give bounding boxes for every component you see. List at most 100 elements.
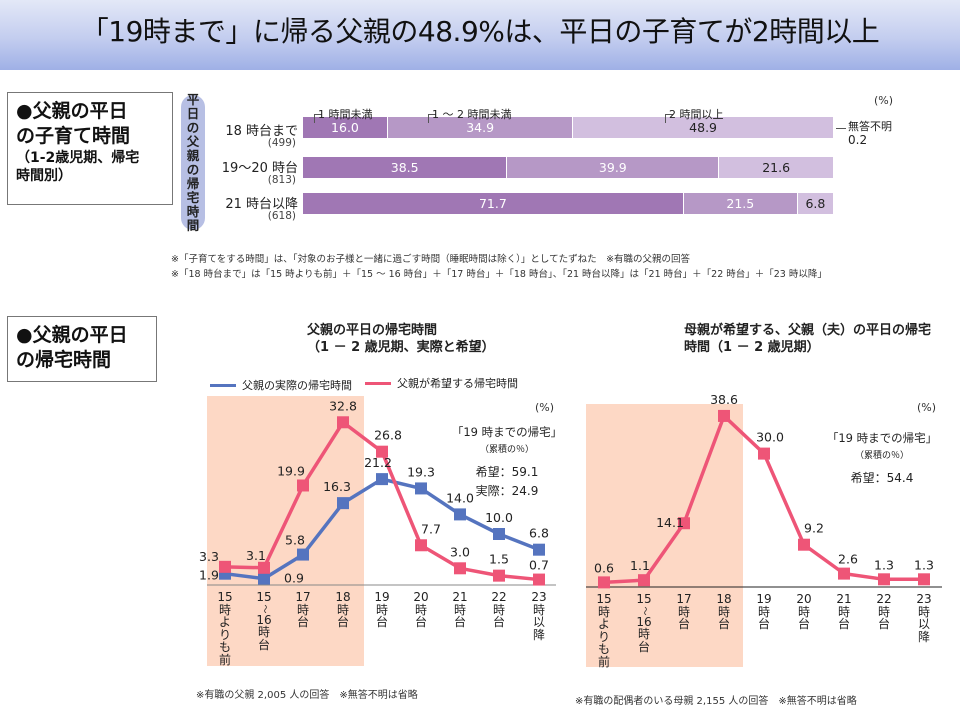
- x-tick-label-part: 台: [257, 637, 270, 652]
- x-tick-label-part: 台: [757, 617, 770, 631]
- x-tick-label-part: 22: [491, 590, 507, 604]
- x-tick-label-part: 16: [636, 614, 652, 629]
- x-tick-label-part: 前: [597, 654, 610, 669]
- x-tick-label: 17 時台: [674, 593, 694, 631]
- x-tick-label-part: 時: [597, 604, 610, 619]
- x-tick-label-part: 23: [916, 592, 932, 606]
- legend-actual: 父親の実際の帰宅時間: [210, 377, 352, 393]
- section1-heading-line3: （1-2歳児期、帰宅: [16, 150, 140, 166]
- x-tick-label-part: 時: [717, 604, 730, 619]
- bar-legend-3: 2 時間以上: [669, 108, 724, 121]
- data-label: 2.6: [838, 552, 858, 567]
- bar-legend-1: 1 時間未満: [318, 108, 373, 121]
- x-tick-label-part: 台: [837, 617, 850, 631]
- x-tick-label: 23 時以降: [529, 591, 549, 641]
- data-label: 1.3: [874, 557, 894, 572]
- x-tick-label-part: 16: [256, 612, 272, 627]
- x-tick-label-part: も: [218, 640, 231, 654]
- bar-legend-tick: [428, 114, 436, 123]
- bar-segment: 21.5: [683, 193, 798, 214]
- legend-desired-label: 父親が希望する帰宅時間: [397, 377, 518, 390]
- right-cumulative-desired: 希望：54.4: [850, 471, 914, 485]
- vertical-label-char: 時: [186, 203, 200, 219]
- data-label: 1.3: [914, 557, 934, 572]
- x-tick-label-part: ～: [639, 605, 649, 615]
- data-label: 0.9: [284, 571, 304, 586]
- left-cumulative-sub: （累積の％）: [479, 445, 534, 455]
- data-point-marker: [838, 567, 850, 580]
- right-footer-note: ※有職の配偶者のいる母親 2,155 人の回答 ※無答不明は省略: [575, 696, 857, 707]
- data-point-marker: [598, 576, 610, 589]
- data-point-marker: [798, 538, 810, 551]
- x-tick-label: 19 時台: [372, 591, 392, 629]
- x-tick-label: 15 ～ 16 時台: [254, 591, 274, 651]
- x-tick-label-part: 20: [413, 590, 429, 604]
- data-label: 14.0: [446, 490, 474, 505]
- x-tick-label-part: 台: [296, 615, 309, 629]
- legend-actual-label: 父親の実際の帰宅時間: [242, 379, 352, 392]
- x-tick-label: 20 時台: [794, 593, 814, 631]
- right-chart-title-line2: 時間（1 － 2 歳児期）: [684, 340, 820, 355]
- x-tick-label-part: 23: [531, 590, 547, 604]
- section1-heading-line1: ●父親の平日: [16, 100, 128, 122]
- x-tick-label-part: 台: [877, 617, 890, 631]
- x-tick-label-part: 時: [637, 627, 650, 641]
- x-tick-label: 21 時台: [834, 593, 854, 631]
- x-tick-label: 15 時よりも前: [594, 593, 614, 668]
- x-tick-label-part: 時: [492, 602, 505, 617]
- note-top-1: ※「子育てをする時間」は、「対象のお子様と一緒に過ごす時間（睡眠時間は除く）」と…: [171, 254, 691, 265]
- left-cumulative-box: 「19 時までの帰宅」 （累積の％） 希望：59.1 実際：24.9: [447, 424, 567, 499]
- data-point-marker: [415, 539, 427, 552]
- x-tick-label-part: 以: [917, 617, 930, 631]
- vertical-label-char: 父: [186, 133, 200, 149]
- section2-heading-line1: ●父親の平日: [16, 324, 128, 346]
- data-point-marker: [297, 479, 309, 492]
- x-tick-label-part: 18: [716, 592, 732, 606]
- data-label: 3.1: [246, 548, 266, 563]
- data-point-marker: [219, 560, 231, 573]
- header-banner: 「19時まで」に帰る父親の48.9%は、平日の子育てが2時間以上: [0, 0, 960, 70]
- x-tick-label-part: 時: [257, 625, 270, 639]
- x-tick-label-part: よ: [597, 617, 610, 631]
- no-answer-label: 無答不明: [848, 120, 892, 133]
- page-title: 「19時まで」に帰る父親の48.9%は、平日の子育てが2時間以上: [80, 15, 880, 48]
- x-tick-label-part: 台: [492, 615, 505, 629]
- x-tick-label-part: り: [218, 627, 231, 642]
- left-cumulative-desired: 希望：59.1: [475, 465, 539, 479]
- x-tick-label-part: 時: [797, 604, 810, 619]
- right-cumulative-box: 「19 時までの帰宅」 （累積の％） 希望：54.4: [822, 430, 942, 486]
- data-label: 1.5: [489, 552, 509, 567]
- x-tick-label-part: 17: [295, 590, 311, 604]
- data-label: 0.7: [529, 558, 549, 573]
- vertical-label-char: の: [186, 161, 200, 177]
- data-point-marker: [415, 482, 427, 495]
- x-tick-label-part: 台: [375, 615, 388, 629]
- right-cumulative-sub: （累積の％）: [854, 451, 909, 461]
- no-answer-tick: [836, 128, 846, 129]
- data-point-marker: [758, 447, 770, 460]
- section2-heading-box: ●父親の平日 の帰宅時間: [7, 316, 157, 382]
- bar-category-label: 21 時台以降: [225, 197, 298, 212]
- data-label: 14.1: [656, 515, 684, 530]
- x-tick-label-part: 時: [375, 602, 388, 617]
- left-chart-title-line2: （1 － 2 歳児期、実際と希望）: [307, 340, 495, 355]
- x-tick-label-part: 15: [217, 590, 233, 604]
- x-tick-label-part: 台: [637, 639, 650, 654]
- bar-segment: 38.5: [303, 157, 508, 178]
- left-cumulative-title: 「19 時までの帰宅」: [451, 425, 563, 439]
- x-tick-label-part: 18: [335, 590, 351, 604]
- x-tick-label-part: よ: [218, 615, 231, 629]
- x-tick-label-part: も: [597, 642, 610, 656]
- x-tick-label-part: り: [597, 629, 610, 644]
- x-tick-label-part: 前: [218, 652, 231, 667]
- bar-segment: 48.9: [573, 117, 833, 138]
- bar-category-label: 18 時台まで: [225, 124, 298, 139]
- data-label: 9.2: [804, 521, 824, 536]
- left-chart-title-line1: 父親の平日の帰宅時間: [307, 323, 438, 338]
- data-label: 16.3: [323, 479, 351, 494]
- x-tick-label-part: 台: [677, 617, 690, 631]
- left-chart-title: 父親の平日の帰宅時間 （1 － 2 歳児期、実際と希望）: [307, 322, 495, 356]
- x-tick-label-part: 21: [452, 590, 468, 604]
- vertical-label-char: 日: [186, 105, 200, 121]
- x-tick-label-part: 時: [532, 602, 545, 617]
